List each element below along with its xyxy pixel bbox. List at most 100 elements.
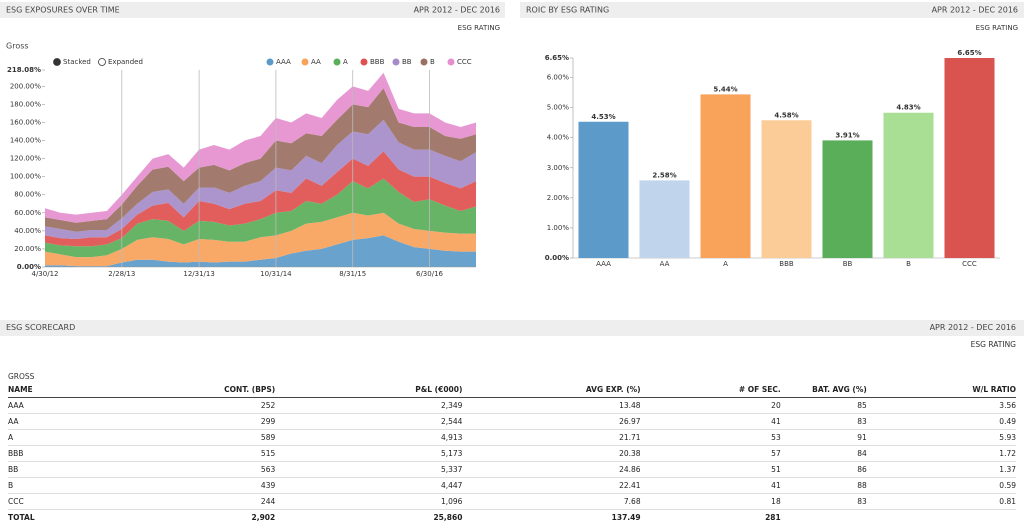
cell: 88 xyxy=(781,478,867,494)
cell: CCC xyxy=(8,494,108,510)
y-tick-label: 218.08% xyxy=(7,66,41,74)
x-tick-label: 10/31/14 xyxy=(260,270,292,278)
x-tick-label: B xyxy=(906,260,911,268)
cell: 0.59 xyxy=(867,478,1016,494)
cell: 2,544 xyxy=(275,414,462,430)
cell: 24.86 xyxy=(462,462,640,478)
cell: 439 xyxy=(108,478,275,494)
x-tick-label: AAA xyxy=(596,260,611,268)
legend-marker[interactable] xyxy=(421,59,428,66)
y-tick-label: 140.00% xyxy=(10,137,41,145)
bar xyxy=(883,113,933,258)
panel-title: ESG SCORECARD xyxy=(6,320,75,336)
date-range: APR 2012 - DEC 2016 xyxy=(414,6,500,15)
mode-radio[interactable] xyxy=(54,59,61,66)
y-tick-label: 2.00% xyxy=(547,194,570,202)
bar xyxy=(639,180,689,258)
cell: 13.48 xyxy=(462,398,640,414)
y-tick-label: 0.00% xyxy=(545,254,569,262)
x-tick-label: 2/28/13 xyxy=(108,270,135,278)
legend-label[interactable]: AAA xyxy=(276,58,291,66)
legend-label[interactable]: BB xyxy=(402,58,412,66)
cell: 26.97 xyxy=(462,414,640,430)
legend-marker[interactable] xyxy=(448,59,455,66)
cell: 4,913 xyxy=(275,430,462,446)
legend-label[interactable]: B xyxy=(430,58,435,66)
legend-label[interactable]: BBB xyxy=(370,58,385,66)
cell: 20.38 xyxy=(462,446,640,462)
y-tick-label: 3.00% xyxy=(547,164,570,172)
cell: 5.93 xyxy=(867,430,1016,446)
cell: B xyxy=(8,478,108,494)
cell: 83 xyxy=(781,414,867,430)
cell: 1.37 xyxy=(867,462,1016,478)
column-header: CONT. (BPS) xyxy=(108,382,275,398)
cell: 85 xyxy=(781,398,867,414)
column-header: NAME xyxy=(8,382,108,398)
cell: 252 xyxy=(108,398,275,414)
cell: 299 xyxy=(108,414,275,430)
subtitle: ESG RATING xyxy=(458,24,500,32)
legend-marker[interactable] xyxy=(393,59,400,66)
value-label: 6.65% xyxy=(957,49,981,57)
x-tick-label: AA xyxy=(660,260,670,268)
date-range: APR 2012 - DEC 2016 xyxy=(930,320,1016,336)
y-tick-label: 20.00% xyxy=(14,245,41,253)
cell: 20 xyxy=(641,398,781,414)
value-label: 2.58% xyxy=(652,171,676,179)
cell: 0.81 xyxy=(867,494,1016,510)
label: GROSS xyxy=(8,372,34,381)
legend-label[interactable]: A xyxy=(343,58,348,66)
mode-label[interactable]: Stacked xyxy=(63,58,91,66)
legend-marker[interactable] xyxy=(334,59,341,66)
value-label: 5.44% xyxy=(713,85,737,93)
legend-marker[interactable] xyxy=(361,59,368,66)
cell: 25,860 xyxy=(275,510,462,525)
legend-label[interactable]: AA xyxy=(311,58,321,66)
cell: A xyxy=(8,430,108,446)
cell: 57 xyxy=(641,446,781,462)
cell: 2,902 xyxy=(108,510,275,525)
legend-label[interactable]: CCC xyxy=(457,58,472,66)
legend-marker[interactable] xyxy=(302,59,309,66)
legend-marker[interactable] xyxy=(267,59,274,66)
x-tick-label: 4/30/12 xyxy=(32,270,59,278)
cell xyxy=(867,510,1016,525)
charts: ESG EXPOSURES OVER TIME APR 2012 - DEC 2… xyxy=(0,0,1024,320)
cell: 41 xyxy=(641,478,781,494)
cell: 4,447 xyxy=(275,478,462,494)
value-label: 4.58% xyxy=(774,111,798,119)
y-tick-label: 100.00% xyxy=(10,173,41,181)
y-tick-label: 120.00% xyxy=(10,155,41,163)
bar xyxy=(700,94,750,258)
y-tick-label: 5.00% xyxy=(547,104,570,112)
column-header: AVG EXP. (%) xyxy=(462,382,640,398)
column-header: W/L RATIO xyxy=(867,382,1016,398)
mode-label[interactable]: Expanded xyxy=(108,58,143,66)
cell: 1,096 xyxy=(275,494,462,510)
cell: 5,337 xyxy=(275,462,462,478)
x-tick-label: BB xyxy=(843,260,853,268)
y-tick-label: 160.00% xyxy=(10,118,41,126)
cell: 244 xyxy=(108,494,275,510)
panel-title: ROIC BY ESG RATING xyxy=(526,6,609,15)
column-header: P&L (€000) xyxy=(275,382,462,398)
column-header: BAT. AVG (%) xyxy=(781,382,867,398)
mode-radio[interactable] xyxy=(99,59,106,66)
bar xyxy=(944,58,994,258)
panel-title: ESG EXPOSURES OVER TIME xyxy=(6,6,120,15)
value-label: 4.53% xyxy=(591,113,615,121)
x-tick-label: 8/31/15 xyxy=(339,270,366,278)
x-tick-label: 12/31/13 xyxy=(183,270,214,278)
cell: AAA xyxy=(8,398,108,414)
value-label: 4.83% xyxy=(896,104,920,112)
subtitle: ESG RATING xyxy=(971,340,1016,349)
